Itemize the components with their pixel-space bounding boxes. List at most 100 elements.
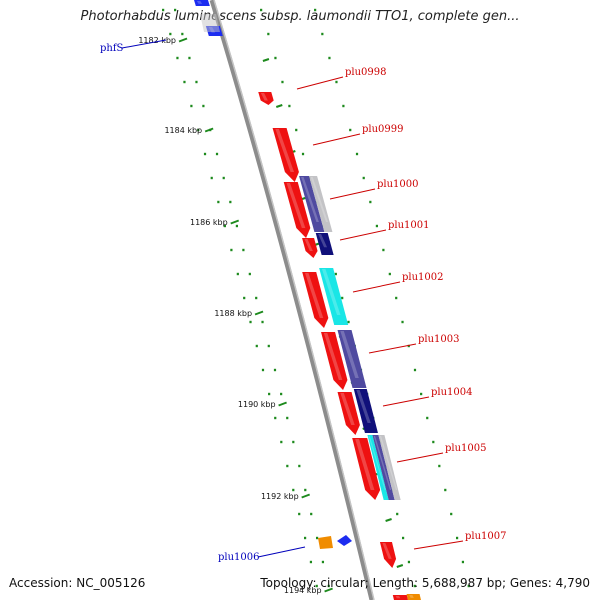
gene-plu1004-gloss [340, 393, 355, 425]
gene-plu1007 [379, 542, 397, 568]
genome-backbone [209, 0, 375, 600]
ruler-dot [432, 440, 435, 444]
ruler-dot [407, 344, 410, 348]
ruler-dot [413, 368, 417, 372]
gene-label-plu1003[interactable]: plu1003 [418, 334, 460, 345]
ruler-dot [401, 536, 405, 540]
ruler-dot [362, 176, 365, 180]
gene-cyan-1005 [367, 435, 389, 500]
ruler-dot [298, 464, 301, 468]
gene-slate-1003-gloss [340, 331, 359, 378]
leader-line [339, 229, 387, 241]
ruler-dot [303, 536, 307, 540]
gene-label-plu1002[interactable]: plu1002 [402, 272, 444, 283]
gene-label-plu1006[interactable]: plu1006 [218, 552, 260, 563]
ruler-major-tick [278, 401, 287, 407]
ruler-dot [341, 296, 344, 300]
ruler-dot [298, 512, 301, 516]
gene-cyan-1005-gloss [368, 436, 386, 490]
ruler-dot [181, 32, 184, 36]
ruler-dot [401, 320, 404, 324]
ruler-dot [223, 224, 227, 228]
ruler-label: 1194 kbp [284, 586, 322, 595]
gene-plu1006 [318, 536, 333, 549]
ruler-dot [315, 536, 319, 540]
ruler-dot [255, 296, 258, 300]
ruler-dot [407, 560, 411, 564]
gene-plu1000-gloss [286, 183, 306, 228]
leader-line [382, 396, 430, 407]
gene-navy-1004-gloss [356, 390, 371, 423]
gene-label-plu0998[interactable]: plu0998 [345, 67, 387, 78]
ruler-minor-tick [275, 104, 283, 108]
ruler-dot [444, 488, 447, 492]
gene-label-plu1000[interactable]: plu1000 [377, 179, 419, 190]
gene-slate-1005 [372, 435, 395, 500]
gene-plu1000 [283, 182, 311, 238]
ruler-dot [261, 368, 265, 372]
ruler-dot [301, 152, 305, 156]
accession-text: Accession: NC_005126 [9, 576, 146, 590]
gene-phfS-shadow [200, 14, 220, 32]
leader-line [396, 452, 444, 463]
gene-plu1005-gloss [355, 439, 375, 490]
gene-label-plu0999[interactable]: plu0999 [362, 124, 404, 135]
ruler-dot [249, 320, 252, 324]
gene-label-plu1005[interactable]: plu1005 [445, 443, 487, 454]
ruler-label: 1184 kbp [164, 126, 202, 135]
ruler-dot [286, 416, 289, 420]
ruler-dot [248, 272, 251, 276]
gene-plu1001-gloss [304, 239, 313, 251]
ruler-dot [450, 512, 453, 516]
ruler-dot [188, 56, 191, 60]
genome-backbone-highlight [213, 0, 375, 600]
ruler-dot [260, 8, 263, 12]
ruler-dot [169, 32, 172, 36]
gene-plu1002-gloss [304, 273, 324, 318]
ruler-dot [217, 200, 220, 204]
ruler-dot [304, 488, 307, 492]
ruler-dot [310, 512, 313, 516]
gene-orange-bottom-gloss [409, 595, 414, 598]
ruler-dot [292, 440, 295, 444]
ruler-ticks: 1182 kbp 1184 kbp 1186 kbp 1188 kbp 1190 kbp… [138, 36, 404, 595]
ruler-dot [342, 104, 345, 108]
ruler-major-tick [230, 219, 240, 225]
gene-gray-1000-gloss [310, 177, 329, 222]
ruler-dot [461, 560, 465, 564]
leader-line [312, 133, 361, 146]
ruler-label: 1188 kbp [214, 309, 252, 318]
gene-label-phfs[interactable]: phfS [100, 43, 124, 54]
ruler-label: 1182 kbp [138, 36, 176, 45]
gene-blue-top-gloss [196, 1, 203, 4]
ruler-dot [195, 80, 198, 84]
gene-plu0998-gloss [260, 93, 268, 101]
gene-partial-bottom-gloss [395, 596, 401, 599]
ruler-dot [395, 296, 398, 300]
ruler-dot [315, 584, 318, 588]
ruler-major-tick [301, 493, 311, 499]
ruler-dot [242, 248, 245, 252]
gene-plu1002 [302, 272, 329, 328]
ruler-dot [314, 8, 317, 12]
ruler-dot [292, 488, 295, 492]
ruler-dot [243, 296, 246, 300]
label-leader-lines [121, 39, 464, 558]
ruler-dot [335, 80, 338, 84]
ruler-minor-tick [396, 564, 404, 568]
ruler-dot [369, 200, 372, 204]
gene-label-plu1004[interactable]: plu1004 [431, 387, 473, 398]
ruler-label: 1190 kbp [238, 400, 276, 409]
ruler-dot [236, 272, 239, 276]
ruler-dot [274, 416, 277, 420]
ruler-dot [222, 176, 225, 180]
gene-label-plu1001[interactable]: plu1001 [388, 220, 430, 231]
gene-label-plu1007[interactable]: plu1007 [465, 531, 507, 542]
ruler-dot [334, 272, 337, 276]
gene-slate-1003 [337, 330, 367, 388]
ruler-dot [267, 344, 270, 348]
leader-line [368, 343, 417, 354]
ruler-dot [467, 584, 470, 588]
ruler-dot [355, 152, 359, 156]
gene-gray-1005-gloss [379, 436, 398, 490]
